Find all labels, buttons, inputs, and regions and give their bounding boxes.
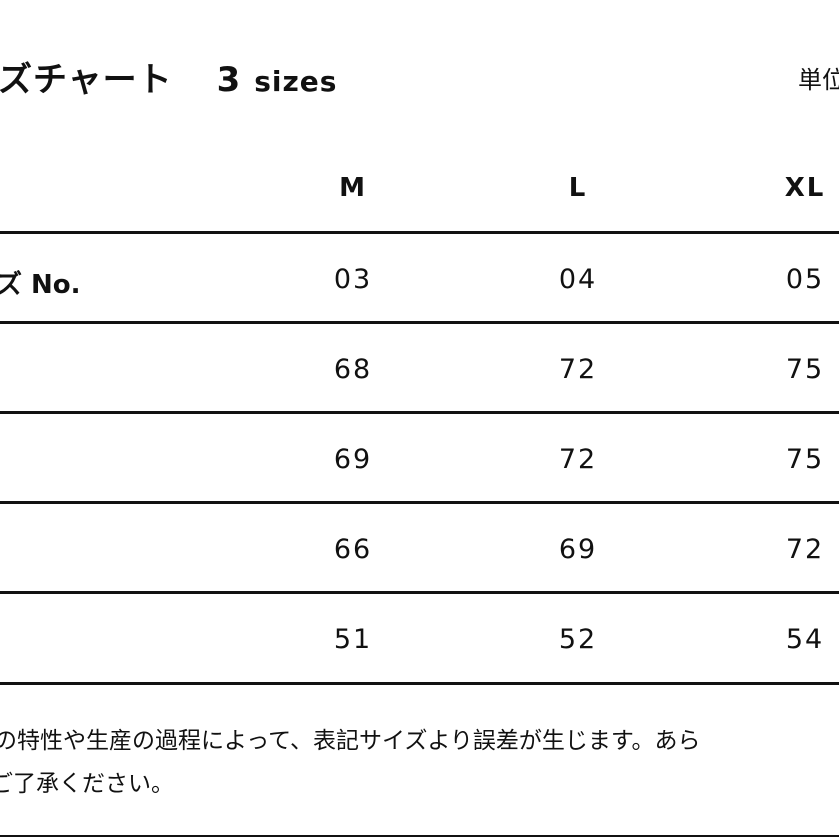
table-cell: 69 [558, 534, 598, 565]
page-title: ズチャート 3 sizes [0, 52, 337, 101]
table-cell: 75 [785, 354, 825, 385]
table-cell: 05 [785, 264, 825, 295]
divider [0, 501, 839, 504]
footnote-line: ご了承ください。 [0, 771, 174, 797]
table-cell: 51 [333, 624, 373, 655]
size-count-unit: sizes [254, 65, 338, 98]
table-cell: 75 [785, 444, 825, 475]
column-header-l: L [568, 173, 588, 203]
table-cell: 54 [785, 624, 825, 655]
divider [0, 321, 839, 324]
divider [0, 682, 839, 685]
table-cell: 72 [558, 444, 598, 475]
table-cell: 66 [333, 534, 373, 565]
table-cell: 03 [333, 264, 373, 295]
table-cell: 72 [558, 354, 598, 385]
table-cell: 52 [558, 624, 598, 655]
table-cell: 04 [558, 264, 598, 295]
unit-label: 単位 [798, 66, 839, 94]
divider [0, 591, 839, 594]
divider [0, 835, 839, 837]
column-header-m: M [339, 173, 367, 203]
divider [0, 231, 839, 234]
table-cell: 68 [333, 354, 373, 385]
title-text: ズチャート [0, 60, 173, 100]
column-header-xl: XL [784, 173, 826, 203]
size-count: 3 [216, 60, 242, 100]
table-cell: 72 [785, 534, 825, 565]
divider [0, 411, 839, 414]
row-label: ズ No. [0, 270, 81, 300]
footnote-line: の特性や生産の過程によって、表記サイズより誤差が生じます。あら [0, 728, 701, 754]
table-cell: 69 [333, 444, 373, 475]
